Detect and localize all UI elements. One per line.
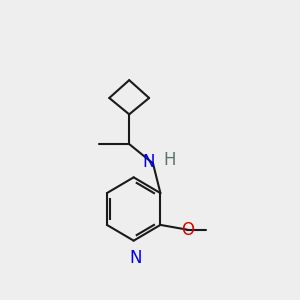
Text: N: N [142,153,155,171]
Text: H: H [164,151,176,169]
Text: O: O [181,221,194,239]
Text: N: N [129,249,141,267]
